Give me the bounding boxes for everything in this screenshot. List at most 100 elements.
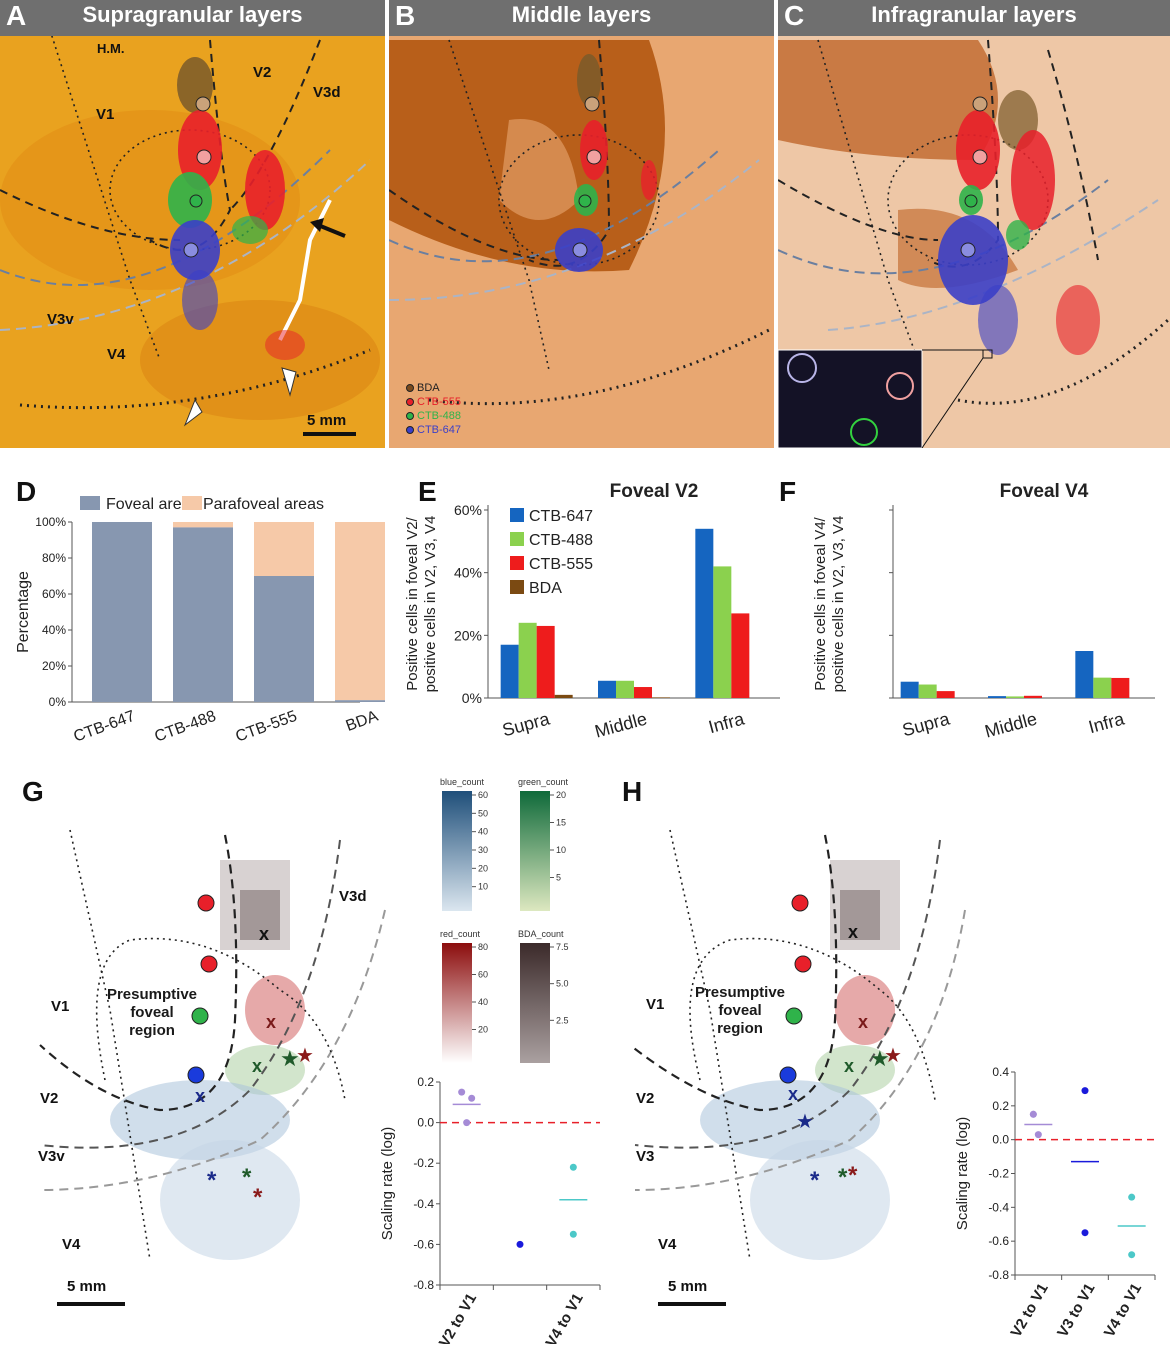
svg-text:★: ★	[870, 1046, 890, 1071]
data-point	[1034, 1131, 1042, 1139]
chart-d: Foveal areas Parafoveal areas 0% 20% 40% 60% 8…	[15, 496, 385, 746]
panel-b-image	[388, 0, 774, 448]
colorbar-tick-label: 80	[478, 942, 488, 952]
colorbar-tick-label: 20	[478, 1025, 488, 1035]
legend-dot-icon	[406, 398, 414, 406]
bar-ctb-647	[598, 680, 616, 698]
bar-foveal	[335, 700, 385, 702]
bar-parafoveal	[254, 522, 314, 576]
svg-text:x: x	[252, 1056, 262, 1076]
legend-label: CTB-647	[417, 424, 462, 436]
panel-b: B Middle layers BDA CTB-555 CTB-488 CTB-647	[388, 0, 774, 448]
bar-ctb-555	[731, 613, 750, 698]
colorbar-tick-label: 40	[478, 997, 488, 1007]
svg-text:★: ★	[280, 1046, 300, 1071]
colorbar-legend: blue_count 60 50 40 30 20 10 green_count 20 15 10 5…	[440, 777, 569, 1063]
bar-ctb-488	[713, 566, 732, 698]
x-tick-label: Supra	[500, 708, 553, 740]
bar-ctb-647	[500, 644, 519, 698]
y-axis-label-2: positive cells in V2, V3, V4	[422, 516, 439, 693]
data-point	[569, 1230, 577, 1238]
panel-h-map: x x x x ★ ★ ★ * * *	[629, 829, 966, 1306]
svg-text:*: *	[253, 1184, 263, 1211]
data-point	[458, 1088, 466, 1096]
label-v3d: V3d	[339, 888, 367, 905]
legend-swatch	[510, 532, 524, 546]
y-tick-label: 40%	[42, 623, 66, 637]
data-point	[463, 1119, 471, 1127]
legend-label: CTB-488	[529, 532, 593, 549]
panel-d-letter: D	[16, 476, 37, 507]
legend-swatch	[510, 508, 524, 522]
y-axis-label: Scaling rate (log)	[954, 1117, 971, 1230]
x-tick-label: V4 to V1	[1101, 1281, 1145, 1341]
x-tick-label: V2 to V1	[436, 1291, 480, 1345]
region-line-1: Presumptive	[694, 984, 786, 1001]
panel-g-map: x x x x ★ ★ * * *	[39, 829, 386, 1306]
panel-c-title: Infragranular layers	[871, 2, 1077, 27]
y-tick-label: -0.2	[413, 1156, 434, 1170]
legend-swatch-foveal	[80, 496, 100, 510]
panel-a-header: A Supragranular layers	[0, 0, 385, 36]
panel-f-letter: F	[779, 476, 797, 507]
colorbar-gradient	[520, 791, 550, 911]
legend-dot-icon	[406, 412, 414, 420]
svg-text:*: *	[810, 1167, 820, 1194]
svg-text:★: ★	[796, 1111, 814, 1133]
legend-swatch-parafoveal	[182, 496, 202, 510]
y-tick-label: -0.8	[988, 1268, 1009, 1282]
bar-ctb-647	[695, 528, 714, 698]
bar-parafoveal	[173, 522, 233, 528]
panel-c-letter: C	[784, 0, 805, 31]
bar-ctb-647	[1075, 651, 1094, 698]
y-tick-label: 0.0	[417, 1116, 434, 1130]
label-v1: V1	[646, 996, 665, 1013]
bar-ctb-488	[1006, 696, 1024, 698]
colorbar-title: green_count	[518, 777, 569, 787]
x-tick-label: CTB-647	[71, 708, 137, 746]
data-point	[1029, 1110, 1037, 1118]
scale-bar-label: 5 mm	[668, 1278, 708, 1295]
svg-text:*: *	[242, 1164, 252, 1191]
scale-bar-label: 5 mm	[67, 1278, 107, 1295]
bar-ctb-488	[1093, 677, 1112, 698]
svg-text:★: ★	[296, 1045, 314, 1067]
colorbar-tick-label: 60	[478, 970, 488, 980]
colorbar-gradient	[520, 943, 550, 1063]
legend-foveal: Foveal areas	[106, 496, 199, 513]
svg-text:x: x	[844, 1056, 854, 1076]
colorbar-tick-label: 2.5	[556, 1015, 569, 1025]
legend-item: BDA	[406, 381, 461, 395]
colorbar-title: red_count	[440, 929, 481, 939]
label-v2: V2	[636, 1090, 655, 1107]
chart-e: Foveal V2 0% 20% 40% 60% Positive cells in fo…	[404, 481, 780, 742]
scale-bar-label: 5 mm	[307, 412, 347, 429]
panel-h-letter: H	[622, 776, 643, 807]
chart-h-scaling: 0.4 0.2 0.0 -0.2 -0.4 -0.6 -0.8 Scaling rate (l…	[954, 1065, 1156, 1341]
svg-text:x: x	[195, 1086, 205, 1106]
bar-foveal	[92, 522, 152, 702]
y-tick-label: 0.2	[992, 1099, 1009, 1113]
svg-text:*: *	[838, 1164, 848, 1191]
region-line-3: region	[717, 1020, 763, 1037]
legend-item: CTB-555	[406, 395, 461, 409]
y-tick-label: 0%	[462, 690, 482, 706]
colorbar-title: BDA_count	[518, 929, 564, 939]
colorbar-tick-label: 40	[478, 827, 488, 837]
label-v3d: V3d	[313, 84, 341, 101]
y-tick-label: 0.0	[992, 1133, 1009, 1147]
panel-c-header: C Infragranular layers	[778, 0, 1170, 36]
label-v2: V2	[40, 1090, 59, 1107]
svg-text:x: x	[788, 1084, 798, 1104]
region-line-3: region	[129, 1022, 175, 1039]
x-tick-label: CTB-488	[152, 708, 218, 746]
region-line-2: foveal	[130, 1004, 174, 1021]
bar-foveal	[254, 576, 314, 702]
foveal-region-label: Presumptive foveal region	[92, 986, 212, 1040]
panel-a-title: Supragranular layers	[82, 2, 303, 27]
legend-label: BDA	[417, 382, 440, 394]
chart-f: Foveal V4 Positive cells in foveal V4/pos…	[812, 481, 1155, 742]
svg-text:*: *	[848, 1162, 858, 1189]
panel-a: A Supragranular layers H.M. V1 V2 V3d V3…	[0, 0, 385, 448]
y-tick-label: -0.6	[413, 1237, 434, 1251]
